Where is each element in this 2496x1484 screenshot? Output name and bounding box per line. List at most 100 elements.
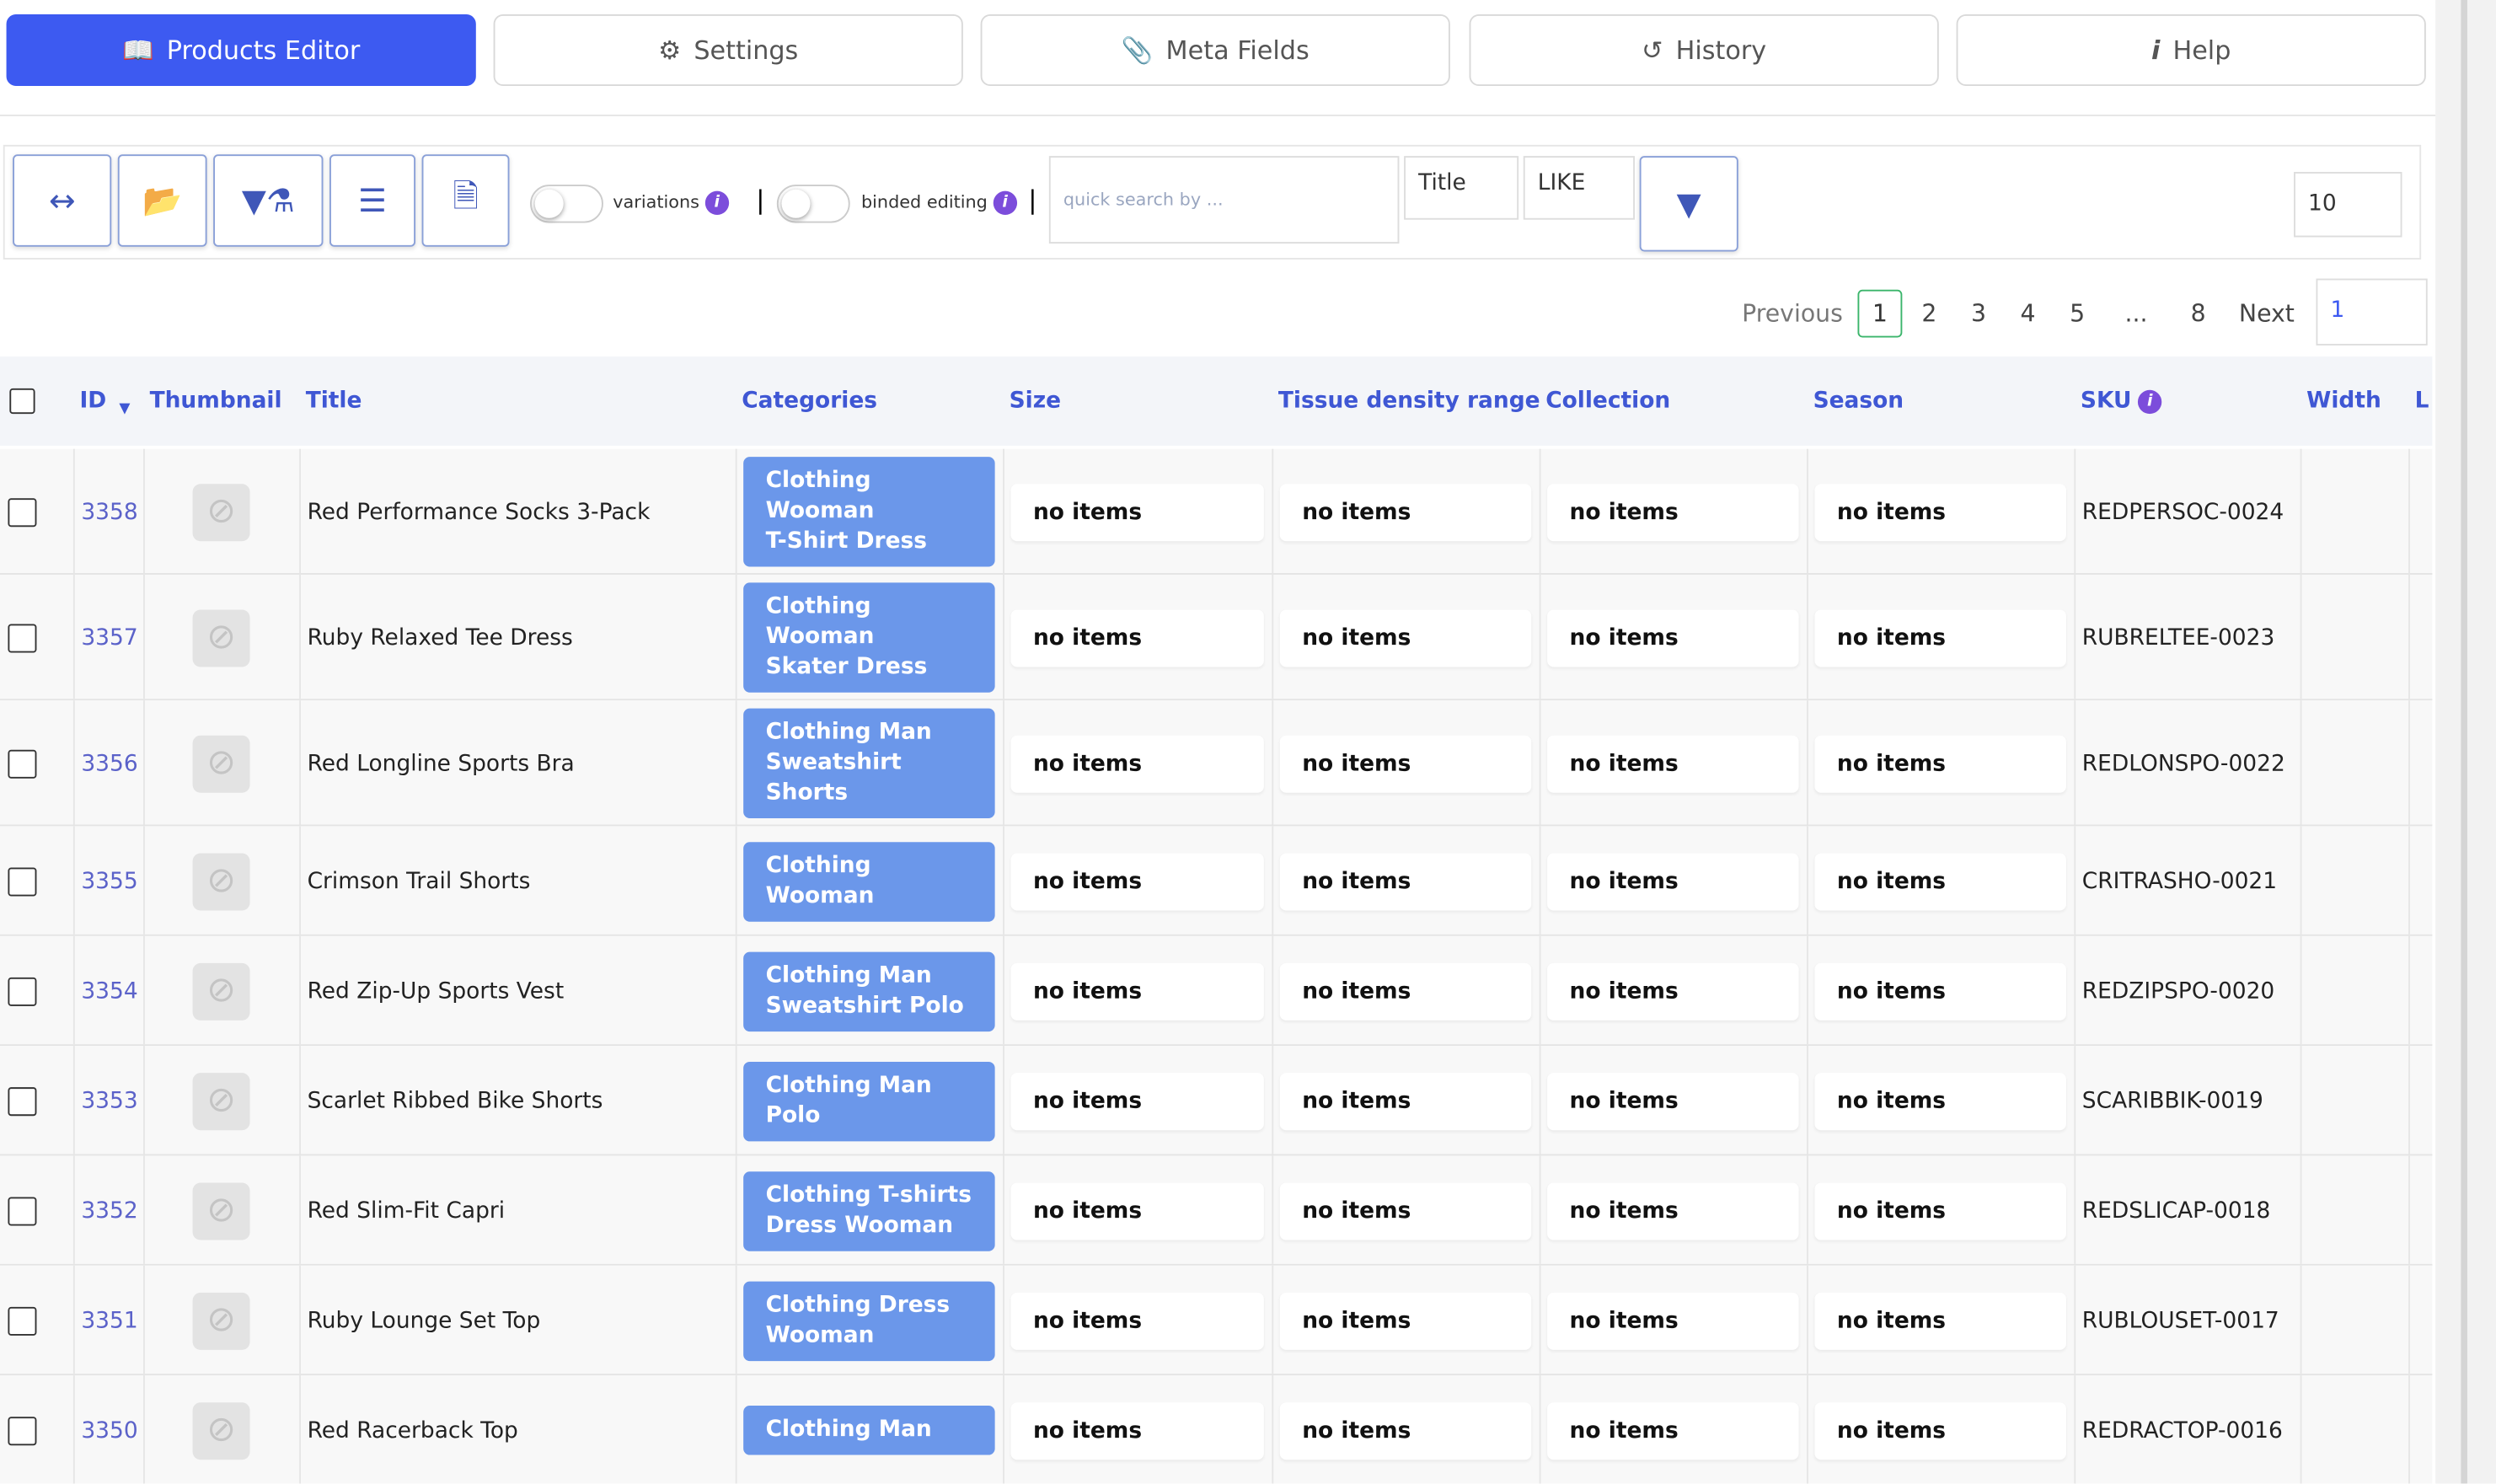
toolbar-button[interactable]: ↔: [13, 154, 112, 247]
product-title[interactable]: Scarlet Ribbed Bike Shorts: [307, 1088, 603, 1114]
toolbar-button[interactable]: ☰: [329, 154, 416, 247]
row-checkbox[interactable]: [8, 1305, 37, 1335]
product-id[interactable]: 3351: [81, 1307, 138, 1334]
no-items[interactable]: no items: [1547, 1072, 1799, 1130]
filter-button[interactable]: ▼: [1639, 156, 1738, 252]
thumbnail[interactable]: ⊘: [192, 734, 250, 792]
page-link[interactable]: 1: [1857, 289, 1903, 338]
row-checkbox[interactable]: [8, 623, 37, 652]
no-items[interactable]: no items: [1814, 1181, 2066, 1240]
row-checkbox[interactable]: [8, 1086, 37, 1116]
no-items[interactable]: no items: [1279, 483, 1532, 541]
sku[interactable]: REDLONSPO-0022: [2081, 750, 2285, 776]
no-items[interactable]: no items: [1010, 962, 1264, 1020]
no-items[interactable]: no items: [1010, 1072, 1264, 1130]
sku[interactable]: REDRACTOP-0016: [2081, 1417, 2283, 1444]
product-id[interactable]: 3350: [81, 1417, 138, 1444]
row-checkbox[interactable]: [8, 1196, 37, 1225]
row-checkbox[interactable]: [8, 976, 37, 1005]
no-items[interactable]: no items: [1547, 962, 1799, 1020]
page-link[interactable]: 5: [2070, 299, 2086, 329]
product-title[interactable]: Red Racerback Top: [307, 1417, 518, 1444]
column-header[interactable]: Size: [1010, 356, 1278, 446]
categories[interactable]: Clothing Wooman: [743, 841, 995, 921]
sku[interactable]: REDSLICAP-0018: [2081, 1197, 2271, 1224]
no-items[interactable]: no items: [1814, 734, 2066, 792]
sku[interactable]: REDPERSOC-0024: [2081, 499, 2284, 525]
toolbar-button[interactable]: 🗎: [421, 154, 510, 247]
product-id[interactable]: 3358: [81, 499, 138, 525]
product-title[interactable]: Ruby Lounge Set Top: [307, 1307, 541, 1334]
no-items[interactable]: no items: [1279, 734, 1532, 792]
search-input[interactable]: quick search by ...: [1048, 156, 1400, 244]
no-items[interactable]: no items: [1547, 1401, 1799, 1460]
categories[interactable]: Clothing Man: [743, 1405, 995, 1455]
product-id[interactable]: 3354: [81, 978, 138, 1005]
product-title[interactable]: Red Zip-Up Sports Vest: [307, 978, 565, 1005]
per-page[interactable]: 10: [2294, 172, 2402, 238]
no-items[interactable]: no items: [1279, 1401, 1532, 1460]
no-items[interactable]: no items: [1010, 608, 1264, 667]
no-items[interactable]: no items: [1814, 1291, 2066, 1349]
no-items[interactable]: no items: [1279, 1181, 1532, 1240]
page-link[interactable]: 3: [1970, 299, 1987, 329]
categories[interactable]: Clothing Dress Wooman: [743, 1280, 995, 1361]
product-title[interactable]: Ruby Relaxed Tee Dress: [307, 624, 573, 651]
scroll-thumb[interactable]: [2461, 0, 2467, 1484]
thumbnail[interactable]: ⊘: [192, 852, 250, 910]
column-header[interactable]: L: [2415, 356, 2439, 446]
categories[interactable]: Clothing Man Sweatshirt Polo: [743, 951, 995, 1031]
sku[interactable]: REDZIPSPO-0020: [2081, 978, 2275, 1005]
categories[interactable]: Clothing T-shirts Dress Wooman: [743, 1171, 995, 1251]
no-items[interactable]: no items: [1814, 962, 2066, 1020]
sku[interactable]: CRITRASHO-0021: [2081, 868, 2278, 894]
no-items[interactable]: no items: [1547, 1181, 1799, 1240]
pagination-next[interactable]: Next: [2238, 299, 2295, 329]
no-items[interactable]: no items: [1010, 1291, 1264, 1349]
categories[interactable]: Clothing Wooman Skater Dress: [743, 582, 995, 693]
product-id[interactable]: 3356: [81, 750, 138, 776]
toolbar-button[interactable]: ▼⚗: [213, 154, 324, 247]
search-operator[interactable]: LIKE: [1523, 156, 1636, 220]
product-title[interactable]: Red Longline Sports Bra: [307, 750, 575, 776]
product-id[interactable]: 3355: [81, 868, 138, 894]
no-items[interactable]: no items: [1814, 852, 2066, 910]
select-all[interactable]: [9, 388, 35, 415]
search-field[interactable]: Title: [1404, 156, 1519, 220]
thumbnail[interactable]: ⊘: [192, 1181, 250, 1240]
no-items[interactable]: no items: [1814, 608, 2066, 667]
product-id[interactable]: 3352: [81, 1197, 138, 1224]
no-items[interactable]: no items: [1547, 483, 1799, 541]
page-link[interactable]: 8: [2190, 299, 2206, 329]
product-id[interactable]: 3353: [81, 1088, 138, 1114]
categories[interactable]: Clothing Wooman T-Shirt Dress: [743, 457, 995, 567]
sku[interactable]: RUBRELTEE-0023: [2081, 624, 2275, 651]
thumbnail[interactable]: ⊘: [192, 1072, 250, 1130]
thumbnail[interactable]: ⊘: [192, 962, 250, 1020]
column-header[interactable]: Thumbnail: [150, 356, 306, 446]
pagination-previous[interactable]: Previous: [1742, 299, 1843, 329]
product-title[interactable]: Crimson Trail Shorts: [307, 868, 531, 894]
product-title[interactable]: Red Performance Socks 3-Pack: [307, 499, 651, 525]
column-header[interactable]: Title: [306, 356, 742, 446]
column-header[interactable]: Width: [2306, 356, 2414, 446]
no-items[interactable]: no items: [1279, 962, 1532, 1020]
column-header[interactable]: Season: [1813, 356, 2081, 446]
no-items[interactable]: no items: [1814, 483, 2066, 541]
no-items[interactable]: no items: [1010, 1181, 1264, 1240]
toggle[interactable]: [530, 185, 603, 223]
column-header[interactable]: SKU i: [2081, 356, 2306, 446]
page-link[interactable]: 2: [1921, 299, 1937, 329]
categories[interactable]: Clothing Man Polo: [743, 1061, 995, 1141]
no-items[interactable]: no items: [1279, 608, 1532, 667]
thumbnail[interactable]: ⊘: [192, 483, 250, 541]
row-checkbox[interactable]: [8, 866, 37, 896]
no-items[interactable]: no items: [1279, 1291, 1532, 1349]
categories[interactable]: Clothing Man Sweatshirt Shorts: [743, 708, 995, 818]
column-header[interactable]: Collection: [1545, 356, 1813, 446]
thumbnail[interactable]: ⊘: [192, 608, 250, 667]
no-items[interactable]: no items: [1814, 1072, 2066, 1130]
no-items[interactable]: no items: [1547, 852, 1799, 910]
no-items[interactable]: no items: [1010, 852, 1264, 910]
column-header[interactable]: Categories: [742, 356, 1009, 446]
